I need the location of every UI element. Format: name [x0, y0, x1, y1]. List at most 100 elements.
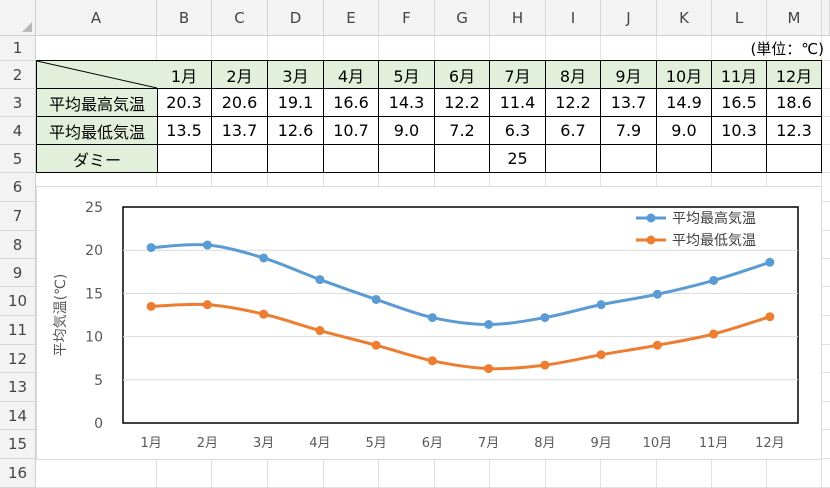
y-axis-label: 平均気温(℃)	[53, 274, 69, 357]
x-tick-label: 1月	[140, 436, 161, 451]
row-header-12[interactable]: 12	[0, 345, 36, 373]
row-header-3[interactable]: 3	[0, 89, 36, 117]
avg-low-cell-8[interactable]: 6.7	[546, 117, 601, 145]
avg-high-label[interactable]: 平均最高気温	[37, 89, 158, 117]
series-1-point-3	[259, 253, 269, 263]
avg-high-cell-4[interactable]: 16.6	[324, 89, 379, 117]
month-header-4[interactable]: 4月	[324, 61, 379, 89]
table-border-top	[36, 60, 822, 61]
column-header-H[interactable]: H	[490, 0, 546, 36]
row-header-2[interactable]: 2	[0, 61, 36, 89]
avg-low-cell-9[interactable]: 7.9	[601, 117, 657, 145]
avg-high-cell-5[interactable]: 14.3	[379, 89, 435, 117]
avg-high-cell-6[interactable]: 12.2	[435, 89, 490, 117]
column-header-rest	[822, 0, 830, 36]
column-header-K[interactable]: K	[657, 0, 712, 36]
avg-low-cell-1[interactable]: 13.5	[157, 117, 212, 145]
column-header-I[interactable]: I	[546, 0, 601, 36]
avg-low-cell-5[interactable]: 9.0	[379, 117, 435, 145]
month-header-11[interactable]: 11月	[712, 61, 767, 89]
month-header-2[interactable]: 2月	[212, 61, 268, 89]
dummy-cell-5[interactable]	[379, 145, 435, 173]
series-1-point-8	[540, 313, 550, 323]
column-header-L[interactable]: L	[712, 0, 767, 36]
column-header-G[interactable]: G	[435, 0, 490, 36]
dummy-cell-11[interactable]	[712, 145, 767, 173]
avg-high-cell-12[interactable]: 18.6	[767, 89, 822, 117]
row-header-10[interactable]: 10	[0, 287, 36, 316]
row-header-6[interactable]: 6	[0, 173, 36, 202]
dummy-cell-8[interactable]	[546, 145, 601, 173]
avg-low-cell-4[interactable]: 10.7	[324, 117, 379, 145]
line-chart[interactable]: 0 5 10 15 20 25 1月 2月 3月 4月 5月 6月 7月 8月 9月 10月 11月 12月 平均気…	[36, 186, 822, 460]
row-header-16[interactable]: 16	[0, 459, 36, 488]
month-header-10[interactable]: 10月	[657, 61, 712, 89]
legend-label-2: 平均最低気温	[672, 233, 756, 249]
x-tick-label: 8月	[534, 436, 555, 451]
series-1-point-4	[315, 275, 325, 285]
series-2-point-12	[765, 312, 775, 322]
avg-low-cell-6[interactable]: 7.2	[435, 117, 490, 145]
month-header-8[interactable]: 8月	[546, 61, 601, 89]
avg-low-cell-12[interactable]: 12.3	[767, 117, 822, 145]
month-header-9[interactable]: 9月	[601, 61, 657, 89]
series-line-2	[151, 302, 771, 371]
row-header-9[interactable]: 9	[0, 259, 36, 287]
avg-low-cell-7[interactable]: 6.3	[490, 117, 546, 145]
dummy-cell-3[interactable]	[268, 145, 324, 173]
avg-high-cell-9[interactable]: 13.7	[601, 89, 657, 117]
avg-low-cell-11[interactable]: 10.3	[712, 117, 767, 145]
row-header-13[interactable]: 13	[0, 373, 36, 402]
row-header-15[interactable]: 15	[0, 430, 36, 459]
series-2-point-4	[315, 326, 325, 336]
avg-high-cell-1[interactable]: 20.3	[157, 89, 212, 117]
row-header-7[interactable]: 7	[0, 202, 36, 231]
avg-high-cell-11[interactable]: 16.5	[712, 89, 767, 117]
y-tick-label: 5	[94, 373, 103, 389]
header-diagonal-cell[interactable]	[37, 61, 158, 89]
series-2-point-3	[259, 309, 269, 319]
month-header-12[interactable]: 12月	[767, 61, 822, 89]
column-header-M[interactable]: M	[767, 0, 822, 36]
month-header-7[interactable]: 7月	[490, 61, 546, 89]
dummy-cell-4[interactable]	[324, 145, 379, 173]
row-header-11[interactable]: 11	[0, 316, 36, 345]
dummy-cell-1[interactable]	[157, 145, 212, 173]
chart-svg: 0 5 10 15 20 25 1月 2月 3月 4月 5月 6月 7月 8月 9月 10月 11月 12月 平均気…	[53, 200, 799, 451]
series-1-point-1	[146, 243, 156, 253]
select-all-corner[interactable]	[0, 0, 36, 36]
column-header-B[interactable]: B	[157, 0, 212, 36]
column-header-F[interactable]: F	[379, 0, 435, 36]
row-header-8[interactable]: 8	[0, 231, 36, 259]
avg-low-cell-3[interactable]: 12.6	[268, 117, 324, 145]
row-header-4[interactable]: 4	[0, 117, 36, 145]
avg-low-label[interactable]: 平均最低気温	[37, 117, 158, 145]
avg-high-cell-2[interactable]: 20.6	[212, 89, 268, 117]
avg-low-cell-2[interactable]: 13.7	[212, 117, 268, 145]
month-header-6[interactable]: 6月	[435, 61, 490, 89]
month-header-1[interactable]: 1月	[157, 61, 212, 89]
row-header-1[interactable]: 1	[0, 36, 36, 61]
row-header-14[interactable]: 14	[0, 402, 36, 430]
avg-high-cell-10[interactable]: 14.9	[657, 89, 712, 117]
column-header-A[interactable]: A	[36, 0, 157, 36]
dummy-cell-7[interactable]: 25	[490, 145, 546, 173]
row-header-5[interactable]: 5	[0, 145, 36, 173]
dummy-cell-10[interactable]	[657, 145, 712, 173]
dummy-cell-12[interactable]	[767, 145, 822, 173]
dummy-cell-6[interactable]	[435, 145, 490, 173]
avg-low-cell-10[interactable]: 9.0	[657, 117, 712, 145]
column-header-E[interactable]: E	[324, 0, 379, 36]
column-header-C[interactable]: C	[212, 0, 268, 36]
avg-high-cell-8[interactable]: 12.2	[546, 89, 601, 117]
dummy-cell-2[interactable]	[212, 145, 268, 173]
avg-high-cell-7[interactable]: 11.4	[490, 89, 546, 117]
avg-high-cell-3[interactable]: 19.1	[268, 89, 324, 117]
legend-marker-1	[646, 213, 656, 223]
month-header-3[interactable]: 3月	[268, 61, 324, 89]
dummy-label[interactable]: ダミー	[37, 145, 158, 173]
column-header-D[interactable]: D	[268, 0, 324, 36]
column-header-J[interactable]: J	[601, 0, 657, 36]
dummy-cell-9[interactable]	[601, 145, 657, 173]
month-header-5[interactable]: 5月	[379, 61, 435, 89]
